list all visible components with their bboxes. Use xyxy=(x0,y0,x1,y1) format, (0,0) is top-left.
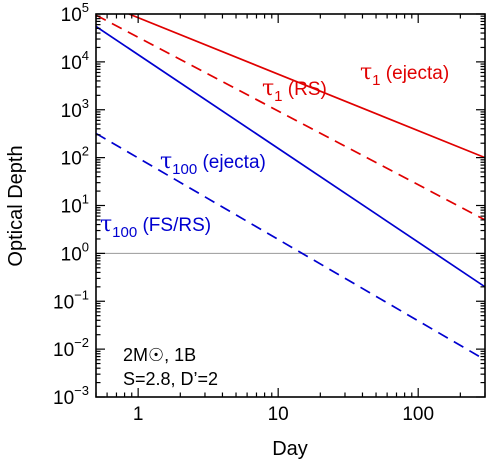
annotation-line-2: S=2.8, D’=2 xyxy=(123,369,218,389)
series-line-tau100-fs-rs xyxy=(96,132,485,361)
annotation-line-1: 2M☉, 1B xyxy=(123,345,196,365)
series-line-tau1-rs xyxy=(96,14,485,221)
y-tick-label: 100 xyxy=(61,239,89,265)
series-label-tau100-fs-rs: τ100 (FS/RS) xyxy=(100,212,211,241)
x-tick-label: 100 xyxy=(402,404,434,425)
x-tick-label: 10 xyxy=(268,404,289,425)
x-axis-label: Day xyxy=(272,438,308,460)
y-tick-label: 103 xyxy=(61,96,89,122)
series-label-tau100-ejecta: τ100 (ejecta) xyxy=(160,149,266,178)
x-tick-label: 1 xyxy=(133,404,144,425)
y-tick-label: 10−3 xyxy=(53,383,89,409)
y-axis-label: Optical Depth xyxy=(5,145,27,266)
annotation-box: 2M☉, 1B S=2.8, D’=2 xyxy=(123,345,218,389)
y-tick-label: 101 xyxy=(61,192,89,218)
y-tick-label: 10−2 xyxy=(53,335,89,361)
series-label-tau1-rs: τ1 (RS) xyxy=(262,76,327,105)
series-line-tau1-ejecta xyxy=(128,14,485,159)
plot-frame xyxy=(95,13,486,398)
y-tick-label: 10−1 xyxy=(53,287,89,313)
y-tick-label: 102 xyxy=(61,144,89,170)
series-label-tau1-ejecta: τ1 (ejecta) xyxy=(360,60,449,89)
y-tick-label: 105 xyxy=(61,0,89,26)
series-line-tau100-ejecta xyxy=(96,25,485,288)
y-tick-label: 104 xyxy=(61,48,89,74)
